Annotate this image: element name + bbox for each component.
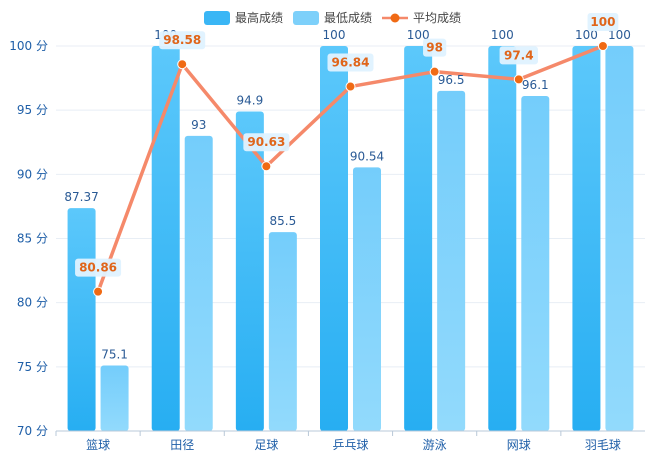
bar-min [521, 96, 550, 432]
y-tick-label: 100 分 [9, 39, 48, 53]
bar-max-label: 100 [407, 28, 430, 42]
legend-label-min[interactable]: 最低成绩 [324, 11, 372, 25]
bar-min [437, 90, 466, 432]
average-point [345, 81, 356, 92]
bar-max-label: 100 [491, 28, 514, 42]
bar-min-label: 100 [608, 28, 631, 42]
average-label-bg [243, 133, 290, 152]
average-point [261, 161, 272, 172]
legend-label-avg[interactable]: 平均成绩 [413, 11, 461, 25]
average-line [93, 41, 608, 297]
bar-max [572, 46, 601, 431]
y-tick-label: 80 分 [17, 296, 48, 310]
legend-swatch-avg-dot[interactable] [390, 13, 400, 23]
legend-swatch-max[interactable] [204, 11, 230, 25]
legend-swatch-min[interactable] [293, 11, 319, 25]
x-axis: 篮球 田径 足球 乒乓球 游泳 网球 羽毛球 [55, 430, 645, 452]
x-tick-label: 游泳 [423, 438, 447, 452]
average-label-bg [499, 46, 538, 65]
bar-min [605, 46, 634, 431]
y-tick-label: 70 分 [17, 424, 48, 438]
average-label: 97.4 [504, 48, 534, 62]
bars [67, 46, 634, 432]
bar-max-label: 94.9 [236, 93, 263, 107]
average-label: 80.86 [79, 261, 117, 275]
x-tick-label: 羽毛球 [585, 438, 621, 452]
x-tick-label: 乒乓球 [332, 438, 368, 452]
average-label-bg [587, 13, 619, 31]
bar-max [488, 46, 517, 431]
bar-max [320, 46, 348, 431]
average-label: 100 [590, 15, 615, 29]
x-tick-label: 网球 [507, 438, 531, 452]
bar-max [151, 46, 180, 431]
average-label-bg [327, 53, 374, 72]
average-label-bg [159, 31, 206, 50]
x-tick-label: 田径 [170, 438, 194, 452]
legend-label-max[interactable]: 最高成绩 [235, 10, 283, 25]
bar-min [268, 232, 297, 431]
average-point [93, 286, 104, 297]
average-label-bg [423, 38, 447, 57]
y-tick-label: 85 分 [17, 232, 48, 246]
x-tick-label: 篮球 [86, 437, 110, 452]
y-tick-label: 90 分 [17, 167, 48, 181]
bar-min [353, 167, 381, 432]
bar-min [184, 135, 213, 432]
average-point [597, 41, 608, 51]
legend: 最高成绩 最低成绩 平均成绩 [204, 10, 461, 25]
bar-min-label: 96.5 [438, 73, 465, 87]
average-label-bg [75, 258, 122, 277]
average-label: 96.84 [332, 56, 370, 70]
y-tick-label: 95 分 [17, 103, 48, 117]
bar-min-label: 96.1 [522, 78, 549, 92]
bar-min-label: 85.5 [269, 214, 296, 228]
grid [56, 45, 645, 432]
data-labels: 87.37 75.1 100 93 94.9 85.5 100 90.54 100 96.5 100… [64, 13, 631, 362]
bar-max [235, 111, 264, 431]
bar-max [67, 208, 96, 431]
average-point [513, 74, 524, 85]
bar-max-label: 100 [323, 28, 346, 42]
y-tick-label: 75 分 [17, 360, 48, 374]
bar-max [404, 46, 433, 431]
bar-min-label: 90.54 [350, 149, 384, 163]
average-label: 90.63 [247, 135, 285, 149]
bar-max-label: 100 [575, 28, 598, 42]
average-label: 98 [426, 41, 443, 55]
bar-max-label: 87.37 [64, 190, 98, 204]
x-tick-label: 足球 [254, 438, 278, 452]
average-label: 98.58 [163, 33, 201, 47]
bar-min-label: 75.1 [101, 348, 128, 362]
bar-min [100, 365, 129, 431]
average-point [177, 59, 188, 70]
bar-min-label: 93 [191, 118, 206, 132]
average-point [429, 66, 440, 77]
y-axis: 70 分 75 分 80 分 85 分 90 分 95 分 100 分 [9, 39, 48, 438]
